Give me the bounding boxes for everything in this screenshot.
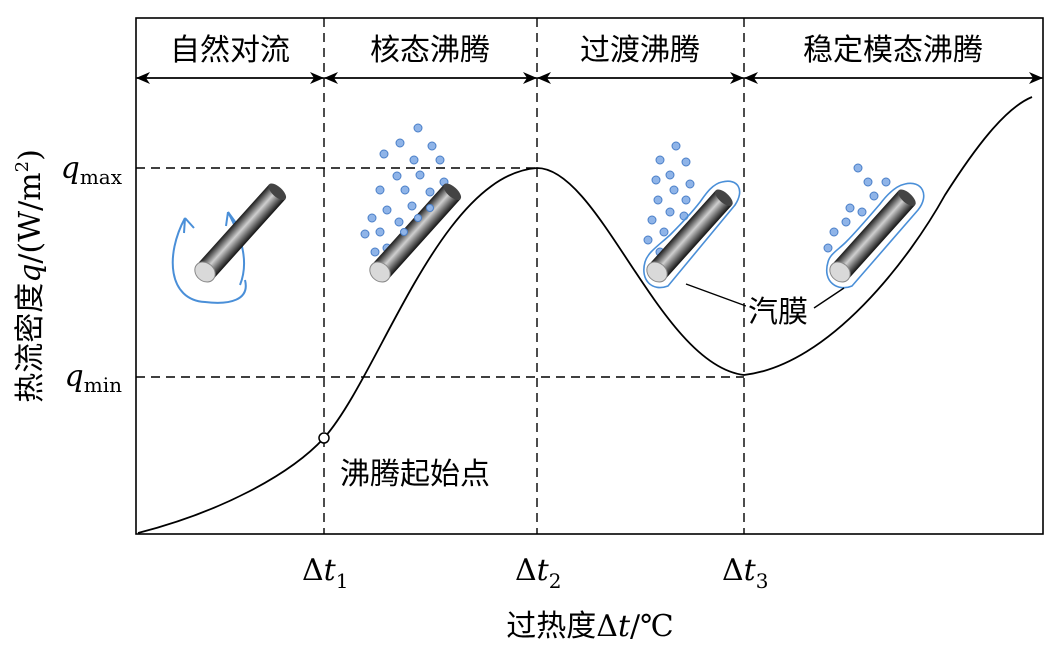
y-axis-title: 热流密度q/(W/m2): [12, 149, 48, 403]
film-boiling-illustration: [823, 163, 925, 289]
plot-frame: [135, 17, 1044, 535]
regime-label-transition-boiling: 过渡沸腾: [580, 33, 700, 68]
regime-label-nucleate-boiling: 核态沸腾: [370, 33, 490, 68]
regime-label-film-boiling: 稳定模态沸腾: [803, 33, 983, 68]
heater-rod-icon: [831, 190, 916, 280]
x-tick-dt1: Δt1: [302, 553, 348, 593]
boiling-curve: [137, 96, 1033, 534]
y-tick-qmax: qmax: [61, 151, 123, 189]
x-tick-dt2: Δt2: [515, 553, 561, 593]
vapor-film-outline: [643, 180, 741, 289]
natural-convection-illustration: [171, 183, 287, 304]
heater-rod-icon: [371, 184, 461, 280]
onset-point-marker: [318, 432, 330, 444]
nucleate-boiling-illustration: [360, 123, 462, 283]
convection-arrowhead-icon: [225, 211, 237, 227]
bubble-cluster: [823, 163, 891, 253]
x-axis-title: 过热度Δt/℃: [506, 609, 673, 644]
convection-arrowhead-icon-2: [183, 217, 195, 234]
dashed-guides: [136, 18, 745, 534]
regime-labels: 自然对流 核态沸腾 过渡沸腾 稳定模态沸腾: [170, 33, 983, 68]
y-tick-qmin: qmin: [65, 359, 123, 397]
x-tick-dt3: Δt3: [722, 553, 768, 593]
convection-flow-arrow-icon: [171, 211, 247, 304]
heater-rod-icon: [648, 190, 733, 280]
heater-rod-icon: [196, 184, 286, 280]
vapor-film-outline: [825, 182, 925, 289]
vapor-film-callout: 汽膜: [685, 283, 845, 330]
regime-label-natural-convection: 自然对流: [170, 33, 290, 68]
vapor-film-label: 汽膜: [748, 295, 808, 330]
transition-boiling-illustration: [643, 141, 741, 289]
onset-point-label: 沸腾起始点: [340, 457, 490, 492]
